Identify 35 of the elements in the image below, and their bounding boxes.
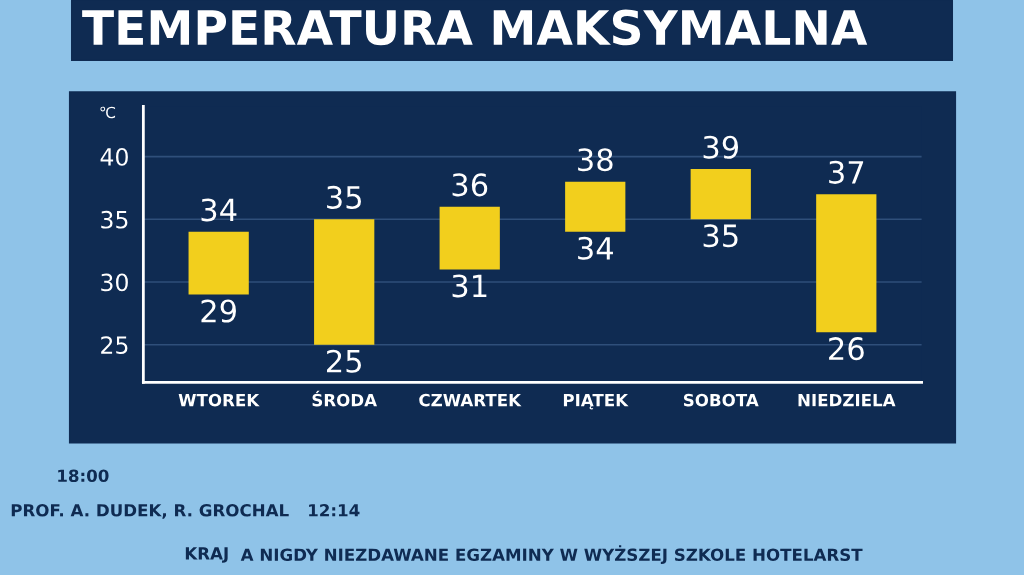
bar bbox=[314, 219, 375, 345]
text: KRAJ bbox=[185, 547, 228, 563]
bar bbox=[565, 181, 626, 232]
x-tick-label: ŚRODA bbox=[312, 390, 377, 407]
text: 18:00 bbox=[58, 469, 109, 483]
annotation: 31 bbox=[452, 274, 487, 298]
y-tick-label: 40 bbox=[100, 148, 128, 166]
text: A NIGDY NIEZDAWANE EGZAMINY W WYŻSZEJ SZKOLE HOTELARST bbox=[240, 545, 863, 565]
bar bbox=[690, 169, 751, 220]
y-axis-title: ℃ bbox=[100, 106, 116, 119]
text: PROF. A. DUDEK, R. GROCHAL bbox=[11, 503, 289, 519]
bar bbox=[188, 231, 249, 295]
y-tick-label: 25 bbox=[101, 336, 128, 355]
x-tick-label: NIEDZIELA bbox=[798, 394, 896, 407]
annotation: 29 bbox=[201, 299, 236, 323]
chart-title: TEMPERATURA MAKSYMALNA bbox=[82, 9, 868, 46]
annotation: 25 bbox=[326, 349, 361, 373]
y-tick-label: 35 bbox=[101, 210, 128, 229]
annotation: 26 bbox=[829, 337, 864, 361]
x-tick-label: PIĄTEK bbox=[563, 394, 629, 410]
bar bbox=[439, 206, 500, 270]
text: 12:14 bbox=[309, 503, 360, 517]
annotation: 38 bbox=[578, 148, 613, 172]
annotation: 39 bbox=[703, 135, 739, 159]
annotation: 35 bbox=[327, 185, 361, 209]
annotation: 34 bbox=[201, 198, 237, 222]
x-tick-label: WTOREK bbox=[178, 393, 260, 407]
annotation: 34 bbox=[578, 236, 613, 260]
y-tick-label: 30 bbox=[101, 273, 128, 292]
x-tick-label: CZWARTEK bbox=[419, 393, 522, 407]
bar bbox=[816, 194, 877, 333]
annotation: 37 bbox=[829, 160, 864, 184]
annotation: 35 bbox=[703, 224, 738, 248]
annotation: 36 bbox=[452, 173, 488, 197]
x-tick-label: SOBOTA bbox=[683, 393, 759, 407]
